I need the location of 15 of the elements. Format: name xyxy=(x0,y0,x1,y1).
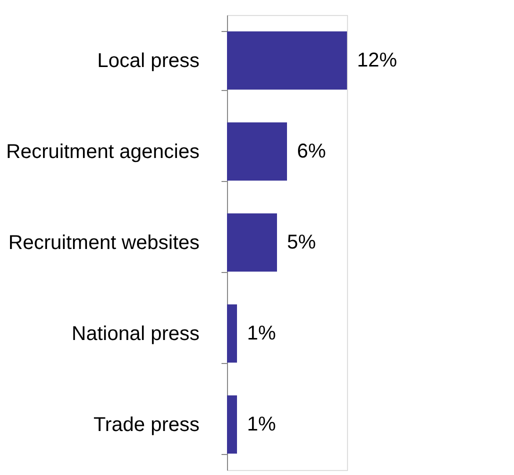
bar xyxy=(227,395,237,454)
y-tick-label: Local press xyxy=(97,50,200,72)
bar xyxy=(227,213,277,272)
bar xyxy=(227,31,347,90)
y-tick-label: Recruitment websites xyxy=(8,232,200,254)
y-tick-label: National press xyxy=(72,323,200,345)
bar xyxy=(227,122,287,181)
bar xyxy=(227,304,237,363)
data-label: 6% xyxy=(297,140,326,162)
data-label: 1% xyxy=(247,414,276,436)
data-label: 1% xyxy=(247,322,276,344)
y-tick-label: Trade press xyxy=(94,414,200,436)
data-label: 12% xyxy=(357,50,398,72)
data-label: 5% xyxy=(287,232,316,254)
y-tick-label: Recruitment agencies xyxy=(6,141,200,163)
